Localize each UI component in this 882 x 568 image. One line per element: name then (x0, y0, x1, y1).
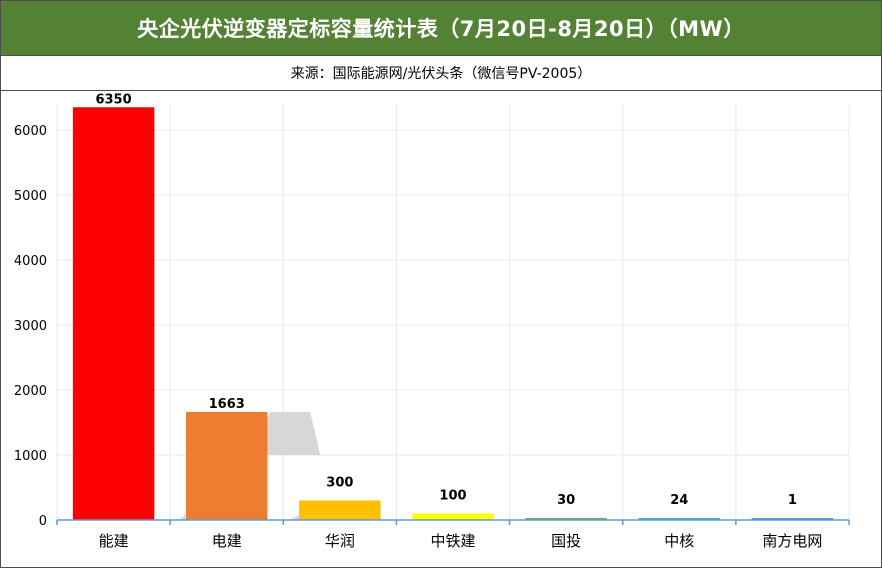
y-tick-label: 6000 (14, 124, 47, 139)
bar-2[interactable] (185, 411, 268, 520)
data-label: 1 (788, 493, 797, 508)
bar-3[interactable] (299, 500, 381, 521)
y-tick-label: 1000 (14, 449, 47, 464)
x-category-label: 中核 (664, 532, 694, 550)
chart-subtitle: 来源：国际能源网/光伏头条（微信号PV-2005） (1, 55, 881, 91)
x-category-label: 华润 (325, 532, 355, 550)
bar-6[interactable] (638, 518, 721, 520)
y-tick-label: 4000 (14, 254, 47, 269)
y-tick-label: 2000 (14, 384, 47, 399)
data-label: 1663 (209, 397, 245, 412)
bar-5[interactable] (525, 518, 607, 520)
bar-7[interactable] (751, 518, 834, 520)
x-category-label: 能建 (99, 532, 129, 550)
chart-title: 央企光伏逆变器定标容量统计表（7月20日-8月20日）（MW） (1, 1, 881, 55)
x-category-label: 南方电网 (762, 532, 822, 550)
data-label: 24 (670, 493, 688, 508)
data-label: 300 (326, 476, 353, 491)
y-tick-label: 5000 (14, 189, 47, 204)
x-category-label: 中铁建 (430, 532, 475, 550)
x-category-label: 电建 (212, 532, 242, 550)
x-category-label: 国投 (551, 532, 581, 550)
data-label: 30 (557, 493, 575, 508)
data-label: 100 (439, 489, 466, 504)
y-tick-label: 3000 (14, 319, 47, 334)
bar-4[interactable] (412, 513, 494, 521)
data-label: 6350 (95, 92, 131, 107)
y-tick-label: 0 (39, 514, 47, 529)
bar-1[interactable] (72, 107, 155, 520)
